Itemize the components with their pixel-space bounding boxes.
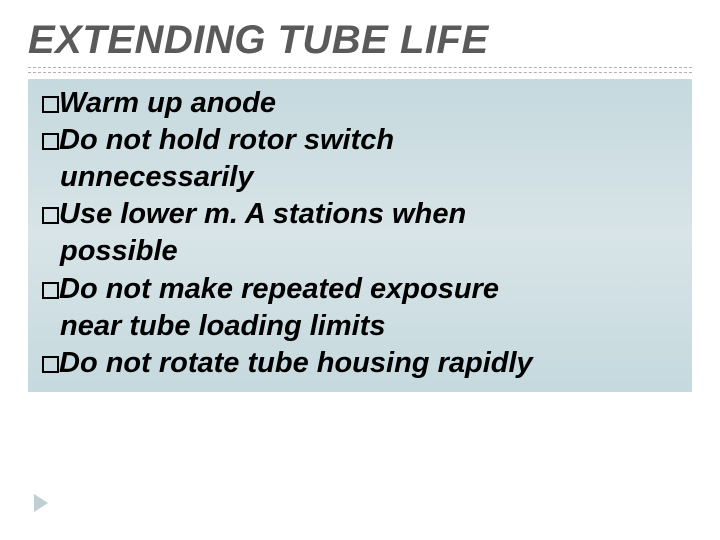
divider-dashed-2 [28, 72, 692, 73]
content-box: Warm up anode Do not hold rotor switch u… [28, 79, 692, 392]
square-bullet-icon [42, 282, 59, 299]
square-bullet-icon [42, 356, 59, 373]
divider-dashed-1 [28, 67, 692, 68]
square-bullet-icon [42, 207, 59, 224]
bullet-cont-line: near tube loading limits [60, 308, 678, 345]
bullet-first-line: Use lower m. A stations when [59, 198, 466, 230]
bullet-item: Do not hold rotor switch unnecessarily [42, 122, 678, 196]
slide: EXTENDING TUBE LIFE Warm up anode Do not… [0, 0, 720, 540]
bullet-item: Warm up anode [42, 85, 678, 122]
bullet-first-line: Do not rotate tube housing rapidly [59, 347, 533, 379]
arrow-right-icon [34, 494, 48, 512]
bullet-first-line: Do not make repeated exposure [59, 273, 499, 305]
bullet-item: Do not make repeated exposure near tube … [42, 271, 678, 345]
bullet-cont-line: unnecessarily [60, 159, 678, 196]
bullet-item: Use lower m. A stations when possible [42, 196, 678, 270]
bullet-first-line: Warm up anode [59, 87, 276, 119]
bullet-cont-line: possible [60, 233, 678, 270]
slide-title: EXTENDING TUBE LIFE [28, 18, 692, 63]
bullet-first-line: Do not hold rotor switch [59, 124, 394, 156]
square-bullet-icon [42, 133, 59, 150]
square-bullet-icon [42, 96, 59, 113]
bullet-item: Do not rotate tube housing rapidly [42, 345, 678, 382]
